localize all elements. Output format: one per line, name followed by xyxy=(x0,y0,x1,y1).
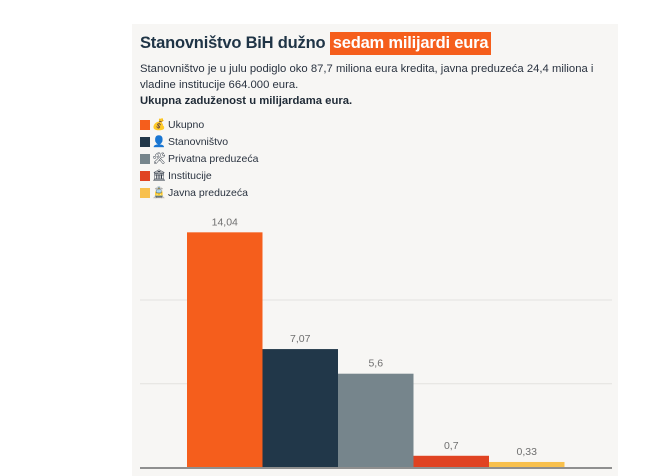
bar-chart: 14,04 7,07 5,6 0,7 0,33 xyxy=(140,216,612,469)
legend-swatch xyxy=(140,119,150,130)
legend-item-javna-preduzeca[interactable]: 🚊 Javna preduzeća xyxy=(140,184,258,201)
legend-label: Javna preduzeća xyxy=(168,186,248,199)
legend-item-privatna-preduzeca[interactable]: 🛠 Privatna preduzeća xyxy=(140,150,258,167)
data-label: 0,7 xyxy=(444,440,459,452)
chart-unit-note: Ukupna zaduženost u milijardama eura. xyxy=(140,95,353,107)
chart-description: Stanovništvo je u julu podiglo oko 87,7 … xyxy=(140,63,594,91)
title-text: Stanovništvo BiH dužno xyxy=(140,34,326,52)
legend-item-institucije[interactable]: 🏛 Institucije xyxy=(140,167,258,184)
legend-swatch xyxy=(140,187,150,198)
hammer-wrench-icon: 🛠 xyxy=(152,152,166,165)
legend-label: Institucije xyxy=(168,169,212,182)
legend: 💰 Ukupno 👤 Stanovništvo 🛠 Privatna predu… xyxy=(140,116,258,201)
data-label: 7,07 xyxy=(290,333,311,345)
building-icon: 🏛 xyxy=(152,169,166,182)
legend-swatch xyxy=(140,136,150,147)
bar-privatna-preduze-a xyxy=(338,373,414,468)
legend-label: Privatna preduzeća xyxy=(168,152,259,165)
legend-label: Ukupno xyxy=(168,118,205,131)
legend-swatch xyxy=(140,170,150,181)
data-label: 0,33 xyxy=(517,446,538,458)
tram-icon: 🚊 xyxy=(152,186,166,199)
title-highlight: sedam milijardi eura xyxy=(329,32,492,55)
person-icon: 👤 xyxy=(152,135,166,148)
chart-title: Stanovništvo BiH dužno sedam milijardi e… xyxy=(140,32,492,55)
legend-swatch xyxy=(140,153,150,164)
bar-stanovni-tvo xyxy=(262,349,338,468)
legend-item-ukupno[interactable]: 💰 Ukupno xyxy=(140,116,258,133)
legend-label: Stanovništvo xyxy=(168,135,229,148)
bar-javna-preduze-a xyxy=(489,461,565,468)
bar-ukupno xyxy=(187,232,263,468)
money-bag-icon: 💰 xyxy=(152,118,166,131)
data-label: 14,04 xyxy=(212,216,238,228)
chart-panel: Stanovništvo BiH dužno sedam milijardi e… xyxy=(132,24,618,476)
legend-item-stanovnistvo[interactable]: 👤 Stanovništvo xyxy=(140,133,258,150)
data-label: 5,6 xyxy=(368,358,383,370)
bar-institucije xyxy=(413,455,489,468)
